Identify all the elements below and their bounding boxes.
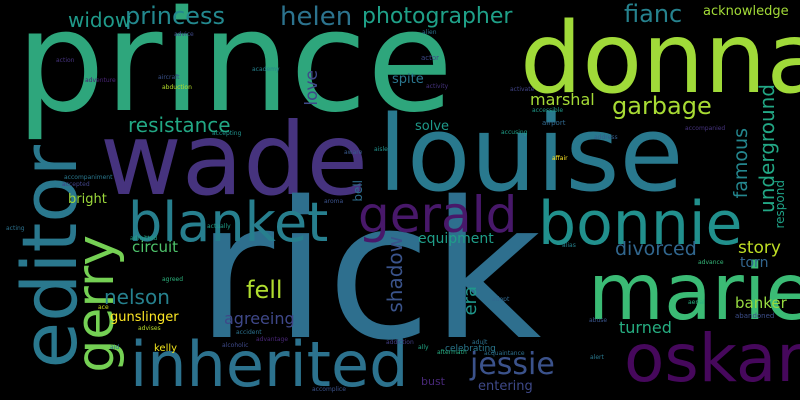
word-torn: torn: [740, 255, 769, 271]
word-divorced: divorced: [615, 238, 697, 260]
word-equipment: equipment: [418, 231, 494, 247]
word-adventure: adventure: [85, 77, 116, 84]
word-photographer: photographer: [362, 4, 513, 29]
word-alcoholic: alcoholic: [222, 342, 249, 349]
word-alert: alert: [590, 354, 604, 361]
word-aisle: aisle: [374, 146, 388, 153]
word-gunslinger: gunslinger: [110, 310, 179, 325]
word-adopt: adopt: [492, 296, 510, 303]
word-advises: advises: [138, 325, 161, 332]
word-ace: ace: [98, 304, 109, 311]
word-acting: acting: [6, 225, 25, 232]
word-actually: actually: [207, 223, 231, 230]
word-bell: bell: [351, 180, 365, 202]
word-ally: ally: [418, 344, 429, 351]
word-celebrating: celebrating: [445, 344, 496, 354]
word-admitted: admitted: [130, 235, 158, 242]
word-alias: alias: [562, 242, 576, 249]
word-accepting: accepting: [212, 130, 242, 137]
word-accompaniment: accompaniment: [64, 174, 113, 181]
word-aerial: aerial: [688, 299, 705, 306]
word-abandoned: abandoned: [735, 312, 775, 320]
word-academy: academy: [252, 66, 280, 73]
word-gerald: gerald: [358, 186, 518, 244]
word-love: love: [302, 70, 322, 106]
word-activate: activate: [510, 86, 535, 93]
word-marshal: marshal: [530, 90, 595, 109]
word-advance: advance: [698, 259, 724, 266]
word-nelson: nelson: [104, 285, 170, 309]
word-widow: widow: [68, 8, 132, 32]
word-entering: entering: [478, 379, 533, 394]
word-helen: helen: [280, 2, 353, 32]
word-shadow: shadow: [383, 236, 407, 313]
word-aware: aware: [344, 149, 363, 156]
word-bonnie: bonnie: [538, 189, 743, 259]
word-aircraft: aircraft: [158, 74, 180, 81]
word-advantage: advantage: [256, 336, 289, 343]
word-aroma: aroma: [324, 198, 344, 205]
word-agreeing: agreeing: [224, 309, 295, 328]
word-blanket: blanket: [128, 191, 329, 254]
word-rick: rick: [196, 161, 542, 382]
word-abuse: abuse: [589, 317, 608, 324]
word-louise: louise: [378, 93, 684, 215]
word-fell: fell: [246, 276, 283, 304]
word-adult: adult: [472, 339, 488, 346]
word-solve: solve: [415, 119, 450, 134]
word-bright: bright: [68, 192, 107, 207]
word-acquaintance: acquaintance: [484, 350, 525, 357]
word-marie: marie: [588, 248, 800, 338]
word-princess: princess: [125, 2, 225, 30]
word-donna: donna: [520, 2, 800, 116]
word-resistance: resistance: [128, 113, 231, 137]
word-action: action: [56, 57, 75, 64]
word-addiction: addiction: [386, 339, 414, 346]
word-wade: wade: [100, 101, 369, 218]
word-abduction: abduction: [162, 84, 192, 91]
word-actor: actor: [421, 54, 440, 62]
word-fianc: fianc: [624, 0, 683, 28]
word-prince: prince: [16, 0, 454, 144]
word-garbage: garbage: [612, 92, 712, 120]
word-accompanied: accompanied: [685, 125, 726, 132]
word-oskar: oskar: [624, 320, 800, 397]
word-activity: activity: [426, 83, 449, 90]
word-aftermath: aftermath: [437, 349, 467, 356]
word-circuit: circuit: [132, 238, 179, 256]
word-banker: banker: [735, 294, 787, 312]
word-agreed: agreed: [162, 276, 184, 283]
word-accessible: accessible: [532, 107, 564, 114]
word-accusing: accusing: [501, 129, 528, 136]
word-kelly: kelly: [154, 343, 178, 354]
word-respond: respond: [773, 180, 787, 229]
word-advice: advice: [174, 31, 194, 38]
word-aid: aid: [110, 344, 120, 351]
word-affair: affair: [552, 155, 568, 162]
word-story: story: [738, 238, 781, 258]
word-address: address: [594, 134, 618, 141]
word-bust: bust: [421, 375, 445, 388]
word-famous: famous: [730, 128, 752, 199]
word-jessie: jessie: [470, 347, 555, 382]
word-airport: airport: [542, 119, 566, 127]
word-spite: spite: [392, 72, 424, 87]
word-accomplice: accomplice: [312, 386, 346, 393]
word-inherited: inherited: [130, 328, 409, 400]
word-turned: turned: [619, 318, 672, 337]
word-accident: accident: [236, 329, 262, 336]
word-acknowledge: acknowledge: [703, 4, 789, 19]
word-accepted: accepted: [62, 181, 90, 188]
word-era: era: [460, 286, 481, 316]
word-alien: alien: [422, 29, 437, 36]
